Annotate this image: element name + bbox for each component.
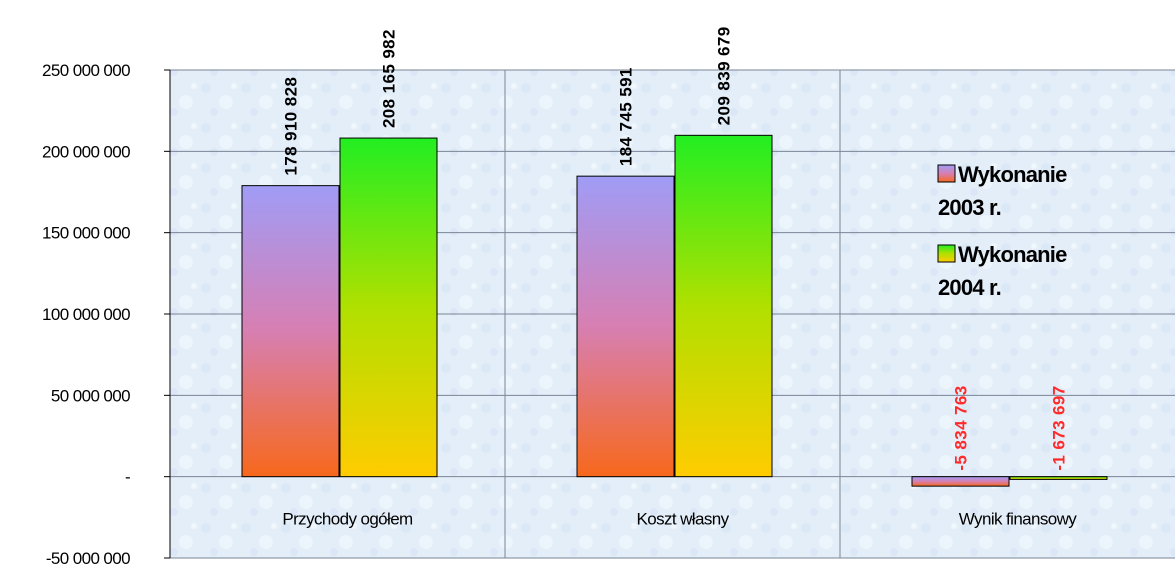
y-tick-label: -50 000 000: [46, 549, 130, 567]
y-tick-label: 100 000 000: [42, 305, 130, 324]
category-separators: [504, 70, 841, 558]
bar-2003: [576, 175, 675, 478]
category-label: Koszt własny: [636, 510, 729, 529]
data-labels: 178 910 828 208 165 982 184 745 591 209 839…: [282, 26, 1069, 470]
legend: Wykonanie 2003 r. Wykonanie 2004 r.: [937, 162, 1068, 300]
x-axis-labels: Przychody ogółem Koszt własny Wynik finans…: [282, 510, 1078, 529]
data-label: 208 165 982: [380, 29, 399, 128]
legend-swatch: [937, 164, 956, 183]
y-tick-label: 150 000 000: [42, 224, 130, 243]
category-label: Przychody ogółem: [282, 510, 413, 529]
legend-label: 2003 r.: [938, 195, 1001, 220]
y-tick-label: 50 000 000: [51, 386, 130, 405]
data-label: 178 910 828: [282, 77, 301, 176]
data-label: 209 839 679: [715, 26, 734, 125]
bar-2004: [674, 134, 773, 478]
legend-label: Wykonanie: [958, 162, 1067, 187]
bar-2004: [339, 137, 438, 478]
legend-label: 2004 r.: [938, 275, 1001, 300]
data-label: -1 673 697: [1050, 385, 1069, 470]
y-tick-label: 200 000 000: [42, 142, 130, 161]
category-label: Wynik finansowy: [959, 510, 1078, 529]
bar-2003: [241, 185, 340, 478]
bar-2004: [1009, 476, 1108, 480]
data-label: -5 834 763: [952, 385, 971, 470]
data-label: 184 745 591: [617, 67, 636, 166]
bar-2003: [911, 476, 1010, 487]
legend-swatch: [937, 244, 956, 263]
y-tick-label: -: [125, 468, 130, 487]
bars: [241, 134, 1108, 487]
legend-label: Wykonanie: [958, 242, 1067, 267]
y-tick-label: 250 000 000: [42, 61, 130, 80]
y-axis: 250 000 000 200 000 000 150 000 000 100 000…: [42, 61, 171, 567]
